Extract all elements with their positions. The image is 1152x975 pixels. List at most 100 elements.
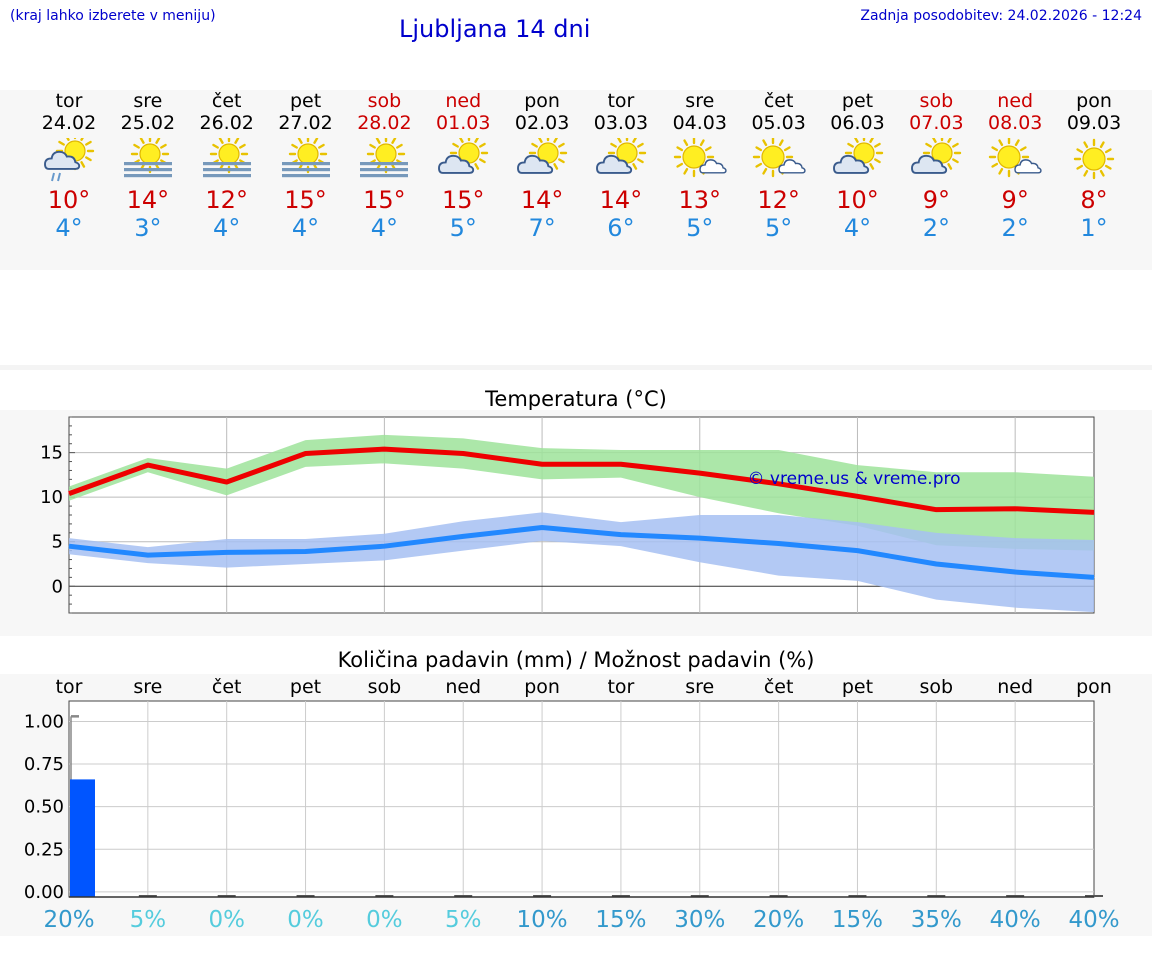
max-point xyxy=(856,495,858,497)
cloud-shape xyxy=(832,154,869,174)
min-point xyxy=(541,526,543,528)
precipitation-probability: 20% xyxy=(753,907,804,933)
day-date: 09.03 xyxy=(1066,112,1122,134)
day-name: ned xyxy=(997,90,1034,112)
precipitation-bar xyxy=(375,895,394,897)
sun-cloud-rain-icon xyxy=(44,138,95,182)
day-label: pon xyxy=(524,676,560,698)
min-range-band xyxy=(69,512,1094,613)
precipitation-bar xyxy=(611,895,630,897)
precipitation-bar xyxy=(138,895,157,897)
day-forecast: čet 26.02 12° 4° xyxy=(187,90,267,270)
max-temperature: 14° xyxy=(126,186,170,214)
precipitation-bar xyxy=(769,895,788,897)
precipitation-probability: 15% xyxy=(832,907,883,933)
day-date: 03.03 xyxy=(593,112,649,134)
day-name: sob xyxy=(367,90,402,112)
sun-shape xyxy=(130,138,170,174)
precipitation-bar xyxy=(296,895,315,897)
sun-cloud-icon xyxy=(438,138,489,174)
max-point xyxy=(305,453,307,455)
y-tick-label: 0 xyxy=(52,576,63,597)
day-forecast: tor 03.03 14° 6° xyxy=(581,90,661,270)
cloud-shape xyxy=(911,154,948,174)
max-point xyxy=(1093,511,1095,513)
temperature-chart-title: Temperatura (°C) xyxy=(485,387,667,411)
sun-shape xyxy=(1073,138,1115,180)
sun-small-cloud-icon xyxy=(752,138,806,178)
cloud-shape xyxy=(595,154,633,174)
precipitation-bar xyxy=(927,895,946,897)
day-label: sre xyxy=(685,676,714,698)
max-point xyxy=(778,483,780,485)
day-label: sob xyxy=(920,676,954,698)
sun-small-cloud-icon xyxy=(673,138,727,178)
precipitation-probability: 5% xyxy=(130,907,167,933)
page-title: Ljubljana 14 dni xyxy=(399,15,591,43)
y-tick-label: 0.00 xyxy=(24,882,64,903)
y-tick-label: 10 xyxy=(40,487,63,508)
day-forecast: sre 04.03 13° 5° xyxy=(660,90,740,270)
sun-shape xyxy=(752,138,793,178)
y-tick-label: 0.50 xyxy=(24,797,64,818)
divider xyxy=(0,365,1152,370)
cloud-shape xyxy=(438,154,475,174)
min-point xyxy=(935,563,937,565)
y-tick-label: 15 xyxy=(40,443,63,464)
plot-area xyxy=(68,700,1095,898)
day-date: 07.03 xyxy=(909,112,964,134)
day-date: 26.02 xyxy=(199,112,254,134)
min-temperature: 4° xyxy=(370,214,399,242)
day-name: tor xyxy=(55,90,83,112)
y-tick-label: 0.25 xyxy=(24,839,64,860)
max-point xyxy=(541,463,543,465)
sun-cloud-icon xyxy=(595,138,647,174)
min-temperature: 2° xyxy=(922,214,950,242)
day-label: pet xyxy=(290,676,321,698)
precipitation-probability: 0% xyxy=(287,907,324,933)
min-temperature: 5° xyxy=(449,214,477,242)
max-point xyxy=(147,464,149,466)
max-point xyxy=(1014,508,1016,510)
day-name: pon xyxy=(1076,90,1112,112)
day-date: 27.02 xyxy=(278,112,333,134)
min-point xyxy=(1093,576,1095,578)
daily-forecast-strip: tor 24.02 10° 4° sre 25.02 14° 3° čet 26.02 12° 4° p… xyxy=(0,90,1152,270)
max-temperature: 8° xyxy=(1080,186,1108,214)
day-forecast: sob 07.03 9° 2° xyxy=(896,90,976,270)
precipitation-probability: 40% xyxy=(990,907,1041,933)
max-temperature: 10° xyxy=(836,186,879,214)
precipitation-bar xyxy=(848,895,867,897)
day-date: 25.02 xyxy=(120,112,176,134)
precipitation-probability: 20% xyxy=(43,907,94,933)
day-name: sre xyxy=(133,90,163,112)
day-forecast: čet 05.03 12° 5° xyxy=(739,90,819,270)
day-forecast: pet 27.02 15° 4° xyxy=(266,90,346,270)
precipitation-probability: 0% xyxy=(208,907,245,933)
sun-shape xyxy=(844,138,883,173)
temperature-chart: 0 5 10 15 © vreme.us & vreme.pro xyxy=(0,410,1152,636)
day-date: 24.02 xyxy=(41,112,97,134)
day-label: pon xyxy=(1076,676,1112,698)
precipitation-probability: 30% xyxy=(674,907,725,933)
max-point xyxy=(935,509,937,511)
max-temperature: 12° xyxy=(757,186,800,214)
min-point xyxy=(305,551,307,553)
sun-cloud-icon xyxy=(911,138,962,174)
day-name: sob xyxy=(919,90,954,112)
max-temperature: 12° xyxy=(205,186,248,214)
precipitation-bar xyxy=(1085,895,1103,897)
sun-fog-icon xyxy=(281,138,330,178)
sun-icon xyxy=(1073,138,1115,180)
max-point xyxy=(226,481,228,483)
y-tick-label: 1.00 xyxy=(24,711,64,732)
precipitation-bar xyxy=(454,895,473,897)
min-point xyxy=(778,543,780,545)
cloud-shape xyxy=(777,159,806,174)
min-temperature-line xyxy=(68,524,1095,580)
min-point xyxy=(383,545,385,547)
precipitation-probability: 0% xyxy=(366,907,403,933)
max-point xyxy=(68,493,70,495)
day-forecast: ned 01.03 15° 5° xyxy=(423,90,503,270)
max-point xyxy=(462,453,464,455)
